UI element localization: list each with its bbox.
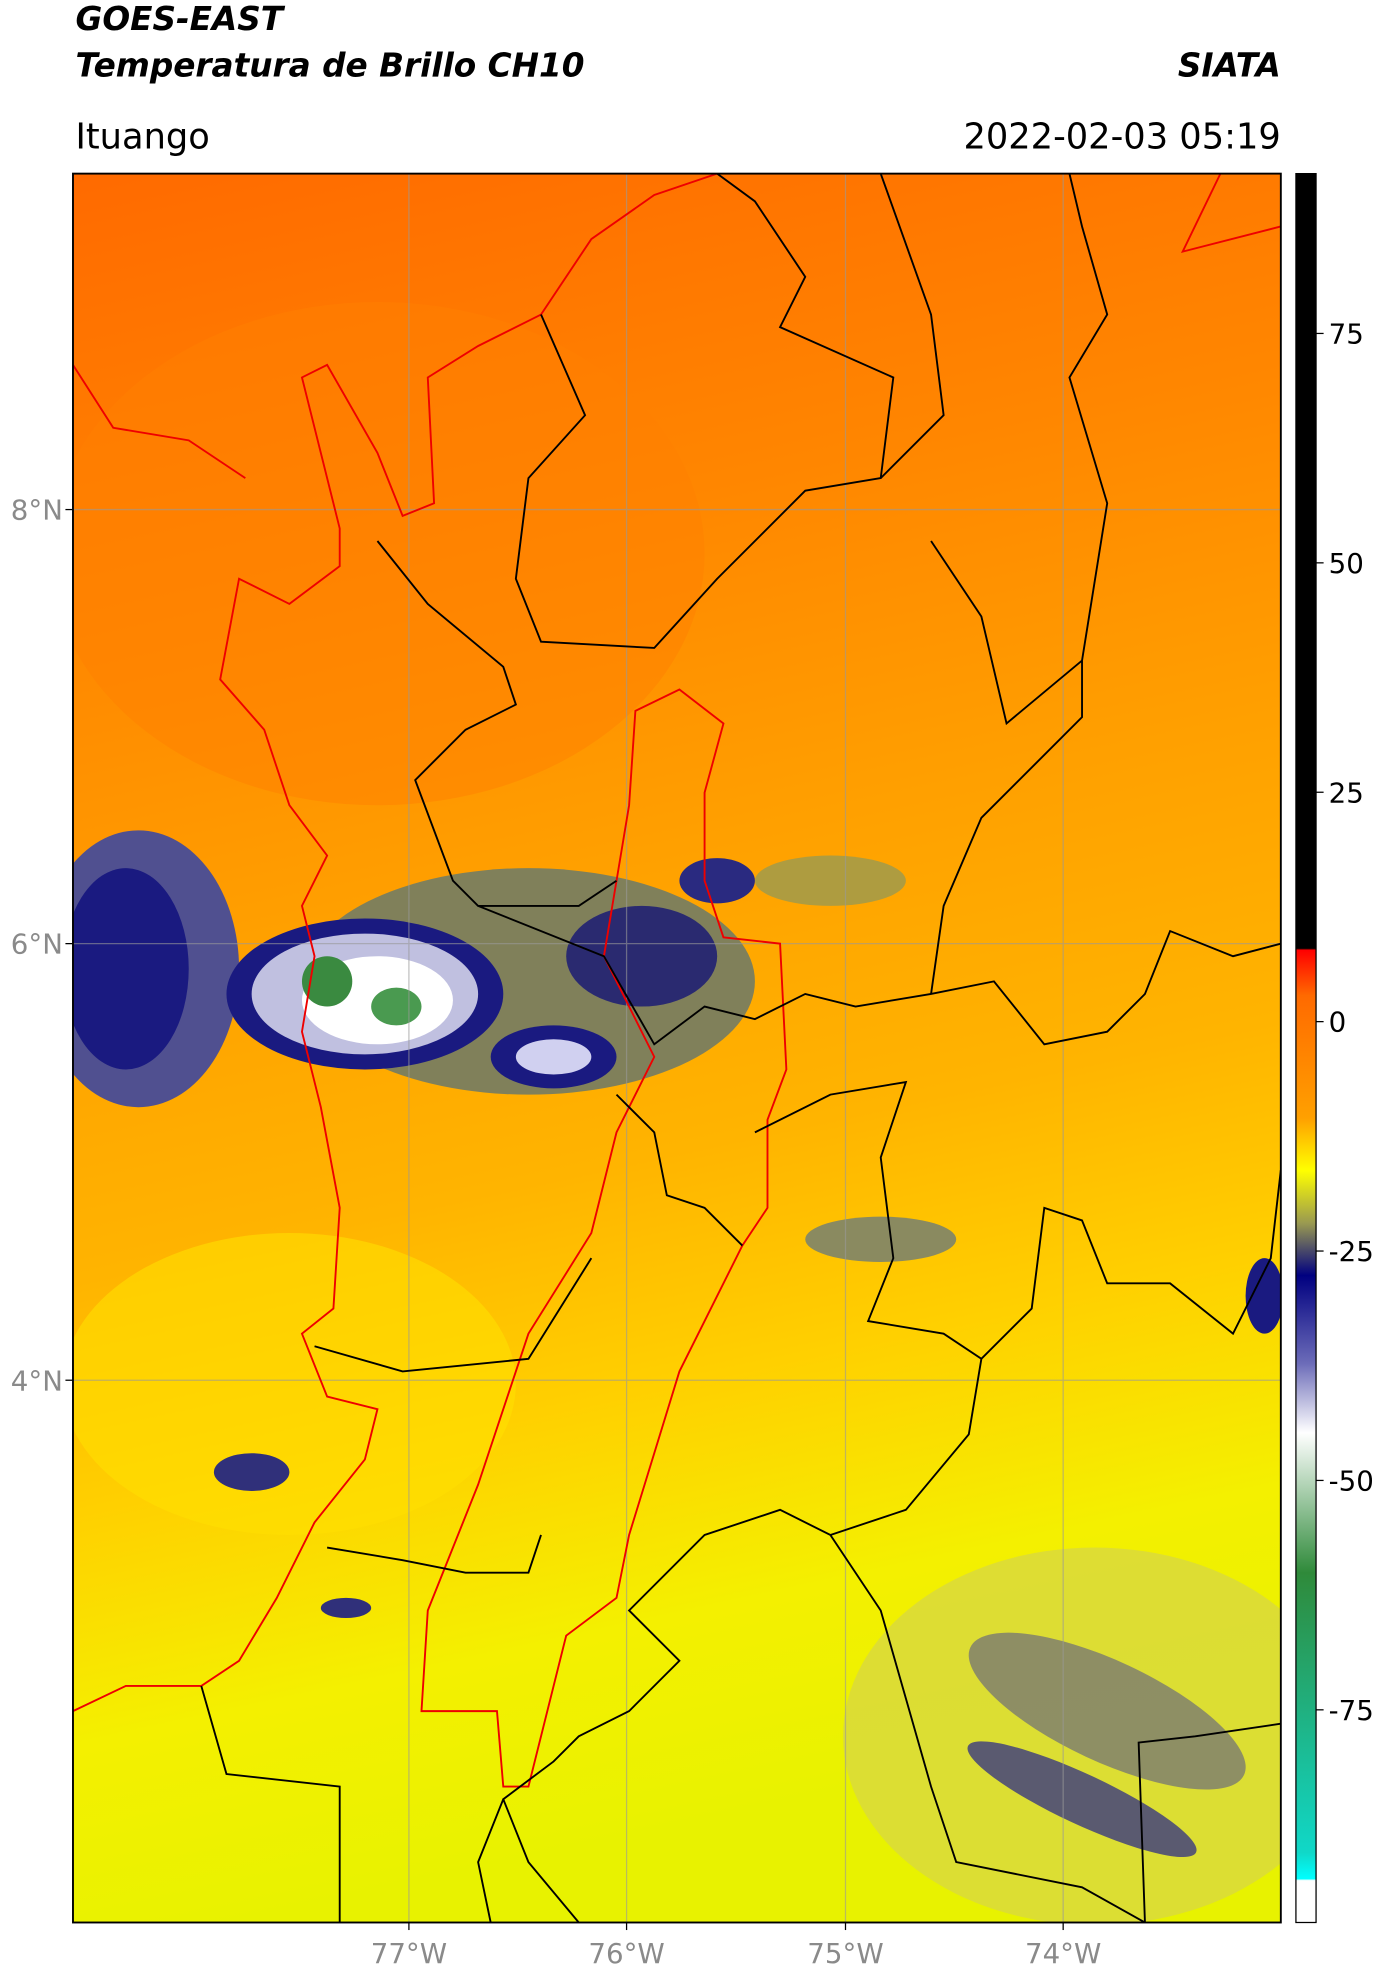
source: SIATA (1178, 47, 1281, 85)
datetime: 2022-02-03 05:19 (963, 116, 1280, 157)
lat-label: 6°N (11, 928, 63, 961)
colorbar (1295, 172, 1317, 1924)
lon-label: 76°W (588, 1937, 664, 1970)
lon-label: 75°W (807, 1937, 883, 1970)
colorbar-label: 50 (1329, 547, 1364, 580)
subtitle: Temperatura de Brillo CH10 (75, 47, 584, 85)
labels: 8°N 6°N 4°N 77°W 76°W 75°W 74°W 75 50 25 0 -25 -50 -7… (11, 318, 1374, 1970)
location: Ituango (75, 116, 209, 157)
map (72, 173, 1281, 1923)
lon-label: 77°W (371, 1937, 447, 1970)
colorbar-label: -75 (1329, 1694, 1374, 1727)
title: GOES-EAST (75, 0, 285, 38)
colorbar-label: 75 (1329, 318, 1364, 351)
colorbar-label: 25 (1329, 776, 1364, 809)
colorbar-label: -50 (1329, 1464, 1374, 1497)
colorbar-label: -25 (1329, 1235, 1374, 1268)
lat-label: 8°N (11, 494, 63, 527)
lon-label: 74°W (1025, 1937, 1101, 1970)
colorbar-label: 0 (1329, 1006, 1347, 1039)
lat-label: 4°N (11, 1364, 63, 1397)
map-frame (72, 172, 1282, 1924)
